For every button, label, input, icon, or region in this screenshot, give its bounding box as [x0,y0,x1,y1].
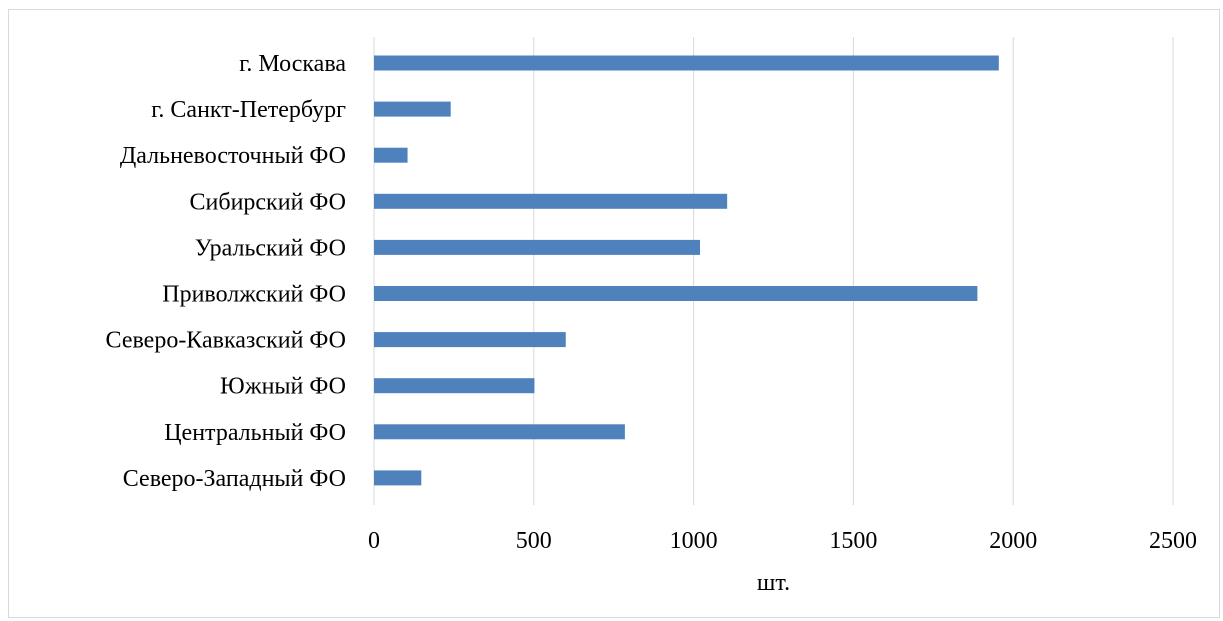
category-label: Южный ФО [220,374,346,400]
bar [374,193,728,209]
bars [374,55,999,486]
chart-frame [8,9,1220,618]
bar [374,332,566,348]
x-tick-label: 1500 [829,528,877,554]
category-label: Северо-Кавказский ФО [106,328,346,354]
x-tick-label: 2000 [989,528,1037,554]
bar [374,239,700,255]
category-labels: г. Москава г. Санкт-Петербург Дальневосточ… [106,51,347,492]
bar [374,378,535,394]
bar [374,101,451,117]
bar [374,470,422,486]
x-tick-label: 0 [368,528,380,554]
category-label: Центральный ФО [164,420,346,446]
x-axis-title: шт. [757,570,790,596]
x-tick-label: 500 [516,528,552,554]
x-tick-label: 2500 [1149,528,1197,554]
bar [374,424,625,440]
bar [374,147,408,163]
bar [374,55,999,71]
category-label: Уральский ФО [195,235,346,261]
category-label: Приволжский ФО [162,282,346,308]
category-label: Северо-Западный ФО [123,466,346,492]
x-tick-labels: 0 500 1000 1500 2000 2500 [368,528,1197,554]
x-tick-label: 1000 [670,528,718,554]
category-label: Сибирский ФО [190,189,347,215]
category-label: г. Санкт-Петербург [151,97,346,123]
category-label: г. Москава [239,51,346,77]
bar [374,286,978,301]
category-label: Дальневосточный ФО [120,143,346,169]
